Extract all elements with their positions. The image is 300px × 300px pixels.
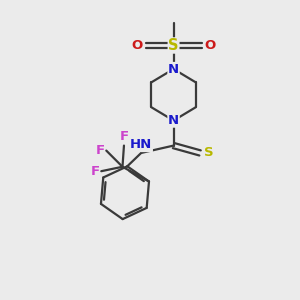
- Text: N: N: [168, 114, 179, 127]
- Text: O: O: [131, 39, 142, 52]
- Text: F: F: [119, 130, 128, 143]
- Text: HN: HN: [130, 139, 152, 152]
- Text: S: S: [168, 38, 179, 53]
- Text: O: O: [205, 39, 216, 52]
- Text: F: F: [96, 144, 105, 157]
- Text: N: N: [168, 62, 179, 76]
- Text: F: F: [91, 165, 100, 178]
- Text: S: S: [205, 146, 214, 159]
